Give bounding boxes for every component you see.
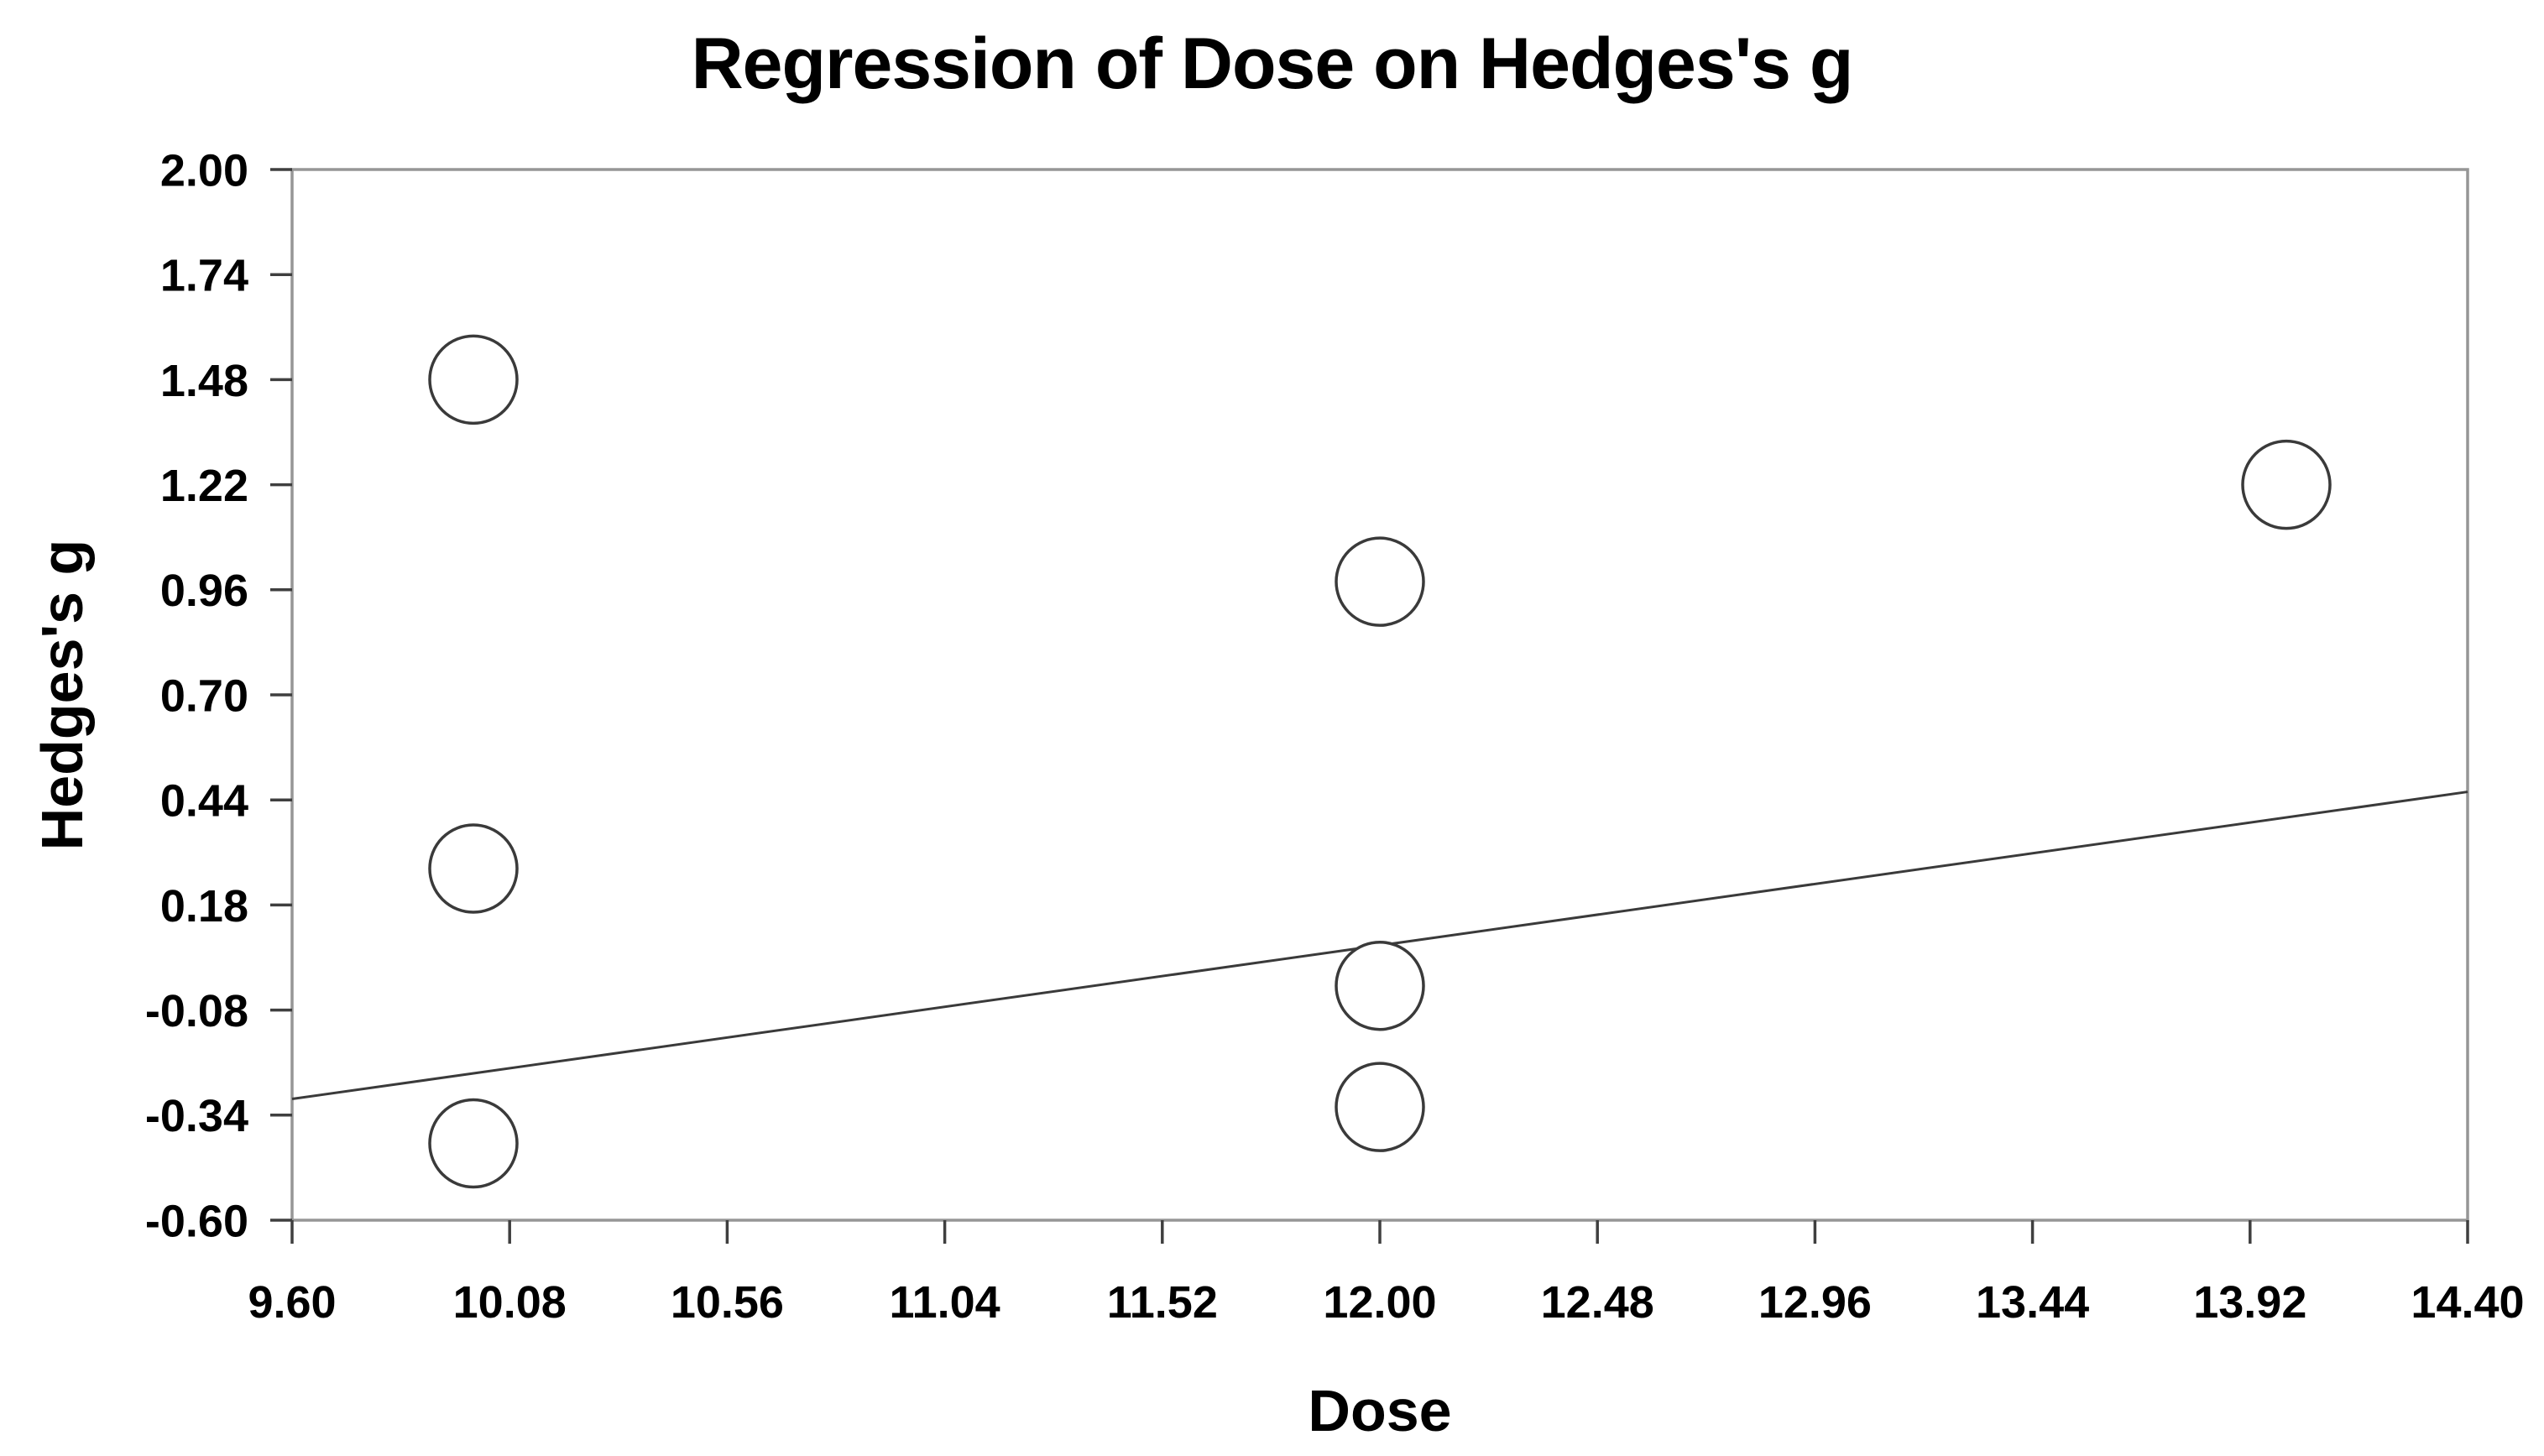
y-tick-label: 1.74	[160, 251, 248, 301]
data-point	[1335, 1062, 1425, 1152]
y-tick-label: -0.34	[145, 1091, 248, 1141]
x-tick-label: 13.92	[2193, 1277, 2306, 1328]
y-tick-label: 1.22	[160, 461, 248, 511]
y-tick-label: 0.70	[160, 671, 248, 721]
data-point	[428, 334, 519, 425]
y-tick-label: 1.48	[160, 356, 248, 406]
y-tick-label: 0.44	[160, 776, 248, 827]
y-tick-label: -0.60	[145, 1196, 248, 1246]
data-point	[428, 1098, 519, 1189]
x-tick-label: 12.00	[1323, 1277, 1436, 1328]
x-tick-label: 9.60	[248, 1277, 336, 1328]
x-tick-label: 14.40	[2411, 1277, 2524, 1328]
data-point	[1335, 536, 1425, 627]
chart-title: Regression of Dose on Hedges's g	[691, 23, 1854, 104]
x-tick-label: 10.08	[453, 1277, 567, 1328]
data-points	[428, 334, 2332, 1189]
data-point	[1335, 940, 1425, 1031]
x-axis-title: Dose	[1308, 1378, 1452, 1443]
y-tick-label: -0.08	[145, 986, 248, 1036]
x-tick-label: 12.96	[1758, 1277, 1872, 1328]
x-tick-label: 10.56	[671, 1277, 784, 1328]
x-tick-label: 11.04	[890, 1277, 1000, 1328]
x-tick-label: 11.52	[1107, 1277, 1218, 1328]
y-tick-label: 2.00	[160, 145, 248, 196]
y-tick-label: 0.18	[160, 881, 248, 932]
data-point	[2241, 439, 2332, 530]
y-tick-label: 0.96	[160, 566, 248, 616]
x-tick-label: 12.48	[1541, 1277, 1654, 1328]
data-point	[428, 823, 519, 914]
y-axis-ticks: 2.00 1.74 1.48 1.22 0.96 0.70 0.44 0.18 -0.08 -0.…	[145, 145, 292, 1246]
x-tick-label: 13.44	[1976, 1277, 2089, 1328]
x-axis-ticks: 9.60 10.08 10.56 11.04 11.52 12.00 12.48 12.96 1…	[248, 1220, 2525, 1328]
